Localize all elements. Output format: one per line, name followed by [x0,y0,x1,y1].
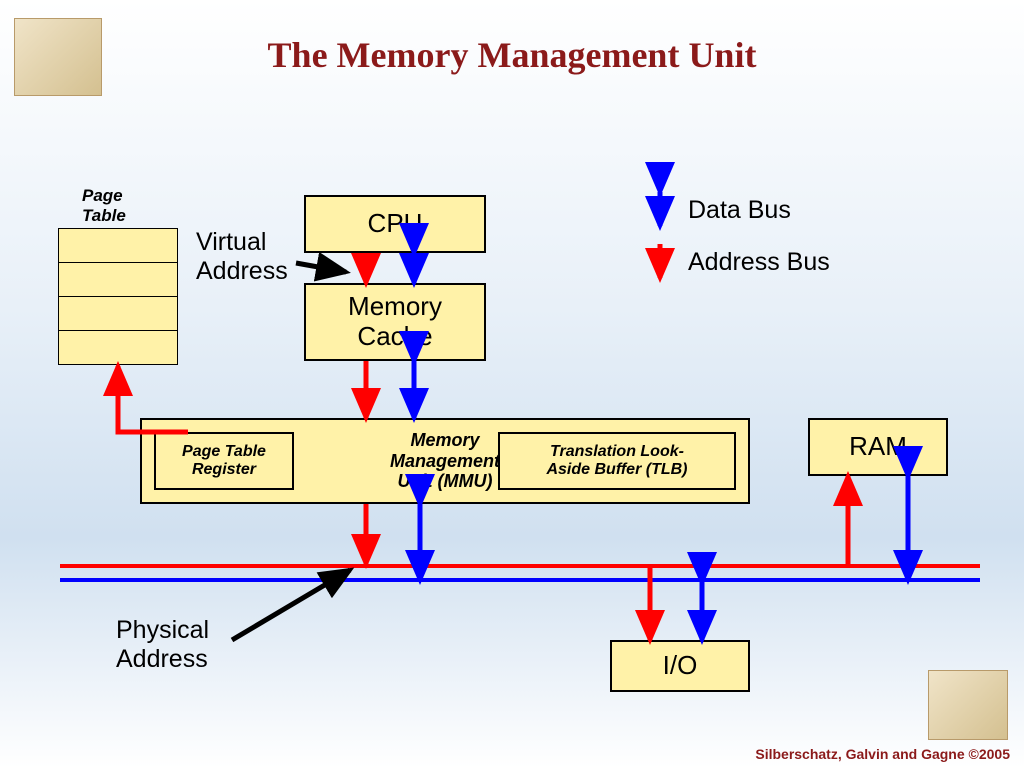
physical-address-label: PhysicalAddress [116,616,209,674]
tlb-box: Translation Look-Aside Buffer (TLB) [498,432,736,490]
page-table [58,228,178,365]
memory-cache-label: MemoryCache [348,292,442,352]
page-table-register-box: Page TableRegister [154,432,294,490]
page-table-row [58,331,178,365]
io-box: I/O [610,640,750,692]
memory-cache-box: MemoryCache [304,283,486,361]
page-table-row [58,297,178,331]
page-table-row [58,263,178,297]
address-bus-label: Address Bus [688,248,830,277]
ram-box: RAM [808,418,948,476]
cpu-box: CPU [304,195,486,253]
ptr-label: Page TableRegister [182,443,266,480]
slide-title: The Memory Management Unit [0,34,1024,76]
cpu-label: CPU [368,209,423,239]
mmu-label: MemoryManagementUnit (MMU) [390,430,500,492]
page-table-row [58,229,178,263]
tlb-label: Translation Look-Aside Buffer (TLB) [546,443,687,480]
ram-label: RAM [849,432,907,462]
io-label: I/O [663,651,698,681]
page-table-label: PageTable [82,186,126,225]
data-bus-label: Data Bus [688,196,791,225]
decor-bottom-right [928,670,1008,740]
footer-credit: Silberschatz, Galvin and Gagne ©2005 [755,746,1010,762]
virtual-address-label: VirtualAddress [196,228,288,286]
